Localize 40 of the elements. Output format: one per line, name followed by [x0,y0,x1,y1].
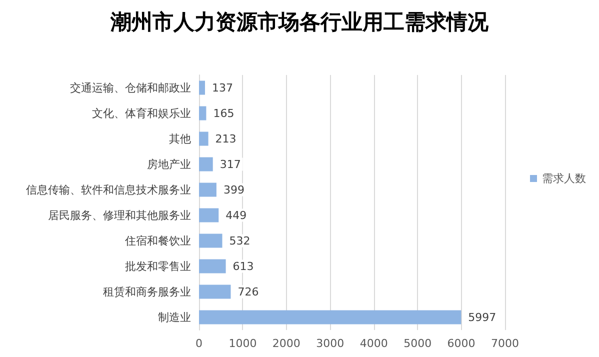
data-label: 317 [220,158,241,171]
bar [199,208,219,222]
bar [199,182,216,197]
y-tick-label: 交通运输、仓储和邮政业 [70,81,191,94]
bar [199,80,205,95]
x-tick-label: 6000 [447,337,476,350]
data-label: 165 [213,106,234,120]
bar [199,234,222,248]
x-tick-label: 3000 [316,337,344,350]
legend-label: 需求人数 [542,172,586,185]
x-tick-label: 1000 [228,337,257,350]
y-tick-label: 租赁和商务服务业 [103,285,191,298]
y-tick-label: 房地产业 [147,158,191,171]
bar [199,132,208,146]
bar [199,259,226,274]
data-label: 399 [223,183,244,196]
data-label: 532 [229,234,250,248]
data-label: 449 [226,208,247,222]
x-tick-label: 5000 [404,337,432,350]
x-tick-label: 4000 [360,337,388,350]
data-label: 5997 [468,310,496,324]
x-tick-label: 7000 [491,337,519,350]
x-tick-label: 2000 [272,337,300,350]
y-tick-label: 其他 [169,132,191,146]
y-tick-label: 信息传输、软件和信息技术服务业 [26,183,191,196]
y-tick-label: 批发和零售业 [125,260,191,273]
y-tick-label: 文化、体育和娱乐业 [92,106,191,120]
y-tick-label: 制造业 [158,310,191,324]
bar [199,157,213,172]
y-tick-label: 住宿和餐饮业 [125,234,191,248]
data-label: 726 [238,285,259,298]
bar [199,284,231,299]
y-tick-label: 居民服务、修理和其他服务业 [48,208,191,222]
data-label: 613 [232,260,254,273]
data-label: 213 [215,132,236,146]
bar [199,106,206,120]
data-label: 137 [212,81,233,94]
x-tick-label: 0 [196,337,202,350]
bar [199,310,462,324]
chart-title: 潮州市人力资源市场各行业用工需求情况 [110,9,490,34]
